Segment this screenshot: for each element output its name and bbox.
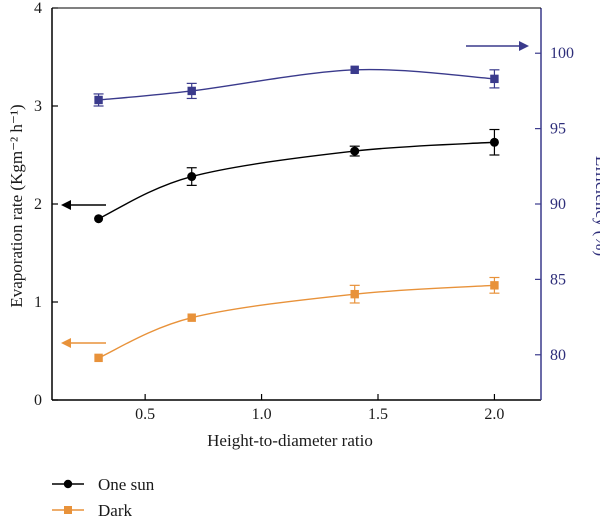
x-tick-label: 0.5 <box>135 406 155 423</box>
efficiency-series-line <box>98 68 495 101</box>
dark-data-point <box>94 353 103 363</box>
efficiency-data-point <box>350 65 359 75</box>
y-right-tick-label: 90 <box>550 196 566 213</box>
one-sun-data-point <box>187 172 197 182</box>
series-layer <box>93 65 500 363</box>
y-left-tick-label: 3 <box>34 98 42 115</box>
y-left-tick-label: 0 <box>34 392 42 409</box>
legend-dark-label: Dark <box>98 501 132 518</box>
x-tick-label: 2.0 <box>484 406 504 423</box>
x-axis-title: Height-to-diameter ratio <box>207 431 373 450</box>
y-right-axis-title: Efficiency (%) <box>592 156 600 256</box>
y-left-tick-label: 2 <box>34 196 42 213</box>
x-tick-label: 1.5 <box>368 406 388 423</box>
y-left-axis-title: Evaporation rate (Kgm⁻² h⁻¹) <box>7 104 26 307</box>
dark-data-point <box>350 289 359 299</box>
y-right-tick-label: 80 <box>550 347 566 364</box>
y-left-ticks: 0 1 2 3 4 <box>34 0 58 409</box>
x-ticks: 0.5 1.0 1.5 2.0 <box>135 394 504 423</box>
efficiency-data-point <box>187 86 196 96</box>
efficiency-data-point <box>490 74 499 84</box>
legend: One sun Dark <box>52 475 155 518</box>
legend-one-sun-marker <box>63 479 73 489</box>
y-left-tick-label: 4 <box>34 0 42 17</box>
y-right-tick-label: 95 <box>550 121 566 138</box>
y-right-ticks: 80 85 90 95 100 <box>535 45 574 364</box>
x-tick-label: 1.0 <box>252 406 272 423</box>
one-sun-data-point <box>94 214 104 224</box>
y-right-tick-label: 85 <box>550 271 566 288</box>
efficiency-data-point <box>94 95 103 105</box>
y-right-tick-label: 100 <box>550 45 574 62</box>
dark-data-point <box>187 313 196 322</box>
dark-data-point <box>490 281 499 290</box>
one-sun-data-point <box>350 146 360 156</box>
one-sun-series-line <box>98 141 495 220</box>
dark-series-line <box>98 284 495 359</box>
legend-one-sun-label: One sun <box>98 475 155 494</box>
legend-dark-marker <box>64 506 72 514</box>
y-left-tick-label: 1 <box>34 294 42 311</box>
one-sun-data-point <box>489 137 499 147</box>
